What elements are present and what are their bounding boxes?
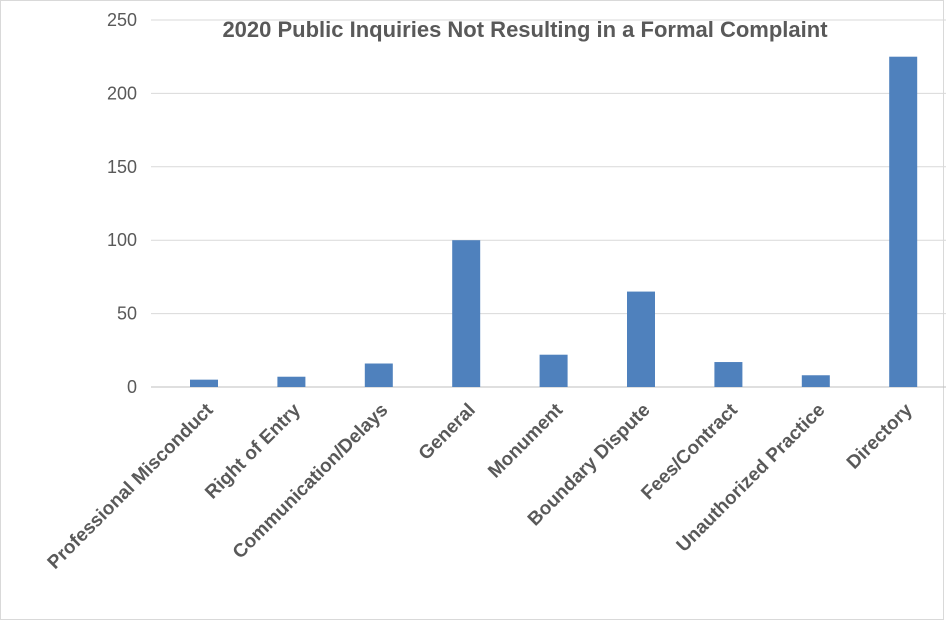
bar [190,379,218,387]
bar [801,375,830,387]
bar [714,362,743,387]
x-category-label: Directory [843,399,917,473]
bar [889,56,918,387]
bar [627,291,655,387]
y-tick-label: 0 [127,377,137,397]
x-category-label: Professional Misconduct [44,399,218,573]
x-category-label: General [415,400,480,465]
bar [364,363,393,387]
bar [452,240,481,387]
bar [277,376,306,387]
y-tick-label: 100 [107,230,137,250]
bar [539,354,568,387]
gridlines [151,19,946,388]
y-tick-label: 250 [107,10,137,30]
x-category-label: Monument [484,399,567,482]
y-axis-tick-labels: 0 50 100 150 200 250 [107,10,137,397]
y-tick-label: 200 [107,83,137,103]
x-category-label: Communication/Delays [229,400,392,563]
x-category-label: Unauthorized Practice [673,400,830,557]
y-tick-label: 150 [107,157,137,177]
bars [190,56,918,387]
y-tick-label: 50 [117,304,137,324]
chart-title: 2020 Public Inquiries Not Resulting in a… [222,17,828,42]
